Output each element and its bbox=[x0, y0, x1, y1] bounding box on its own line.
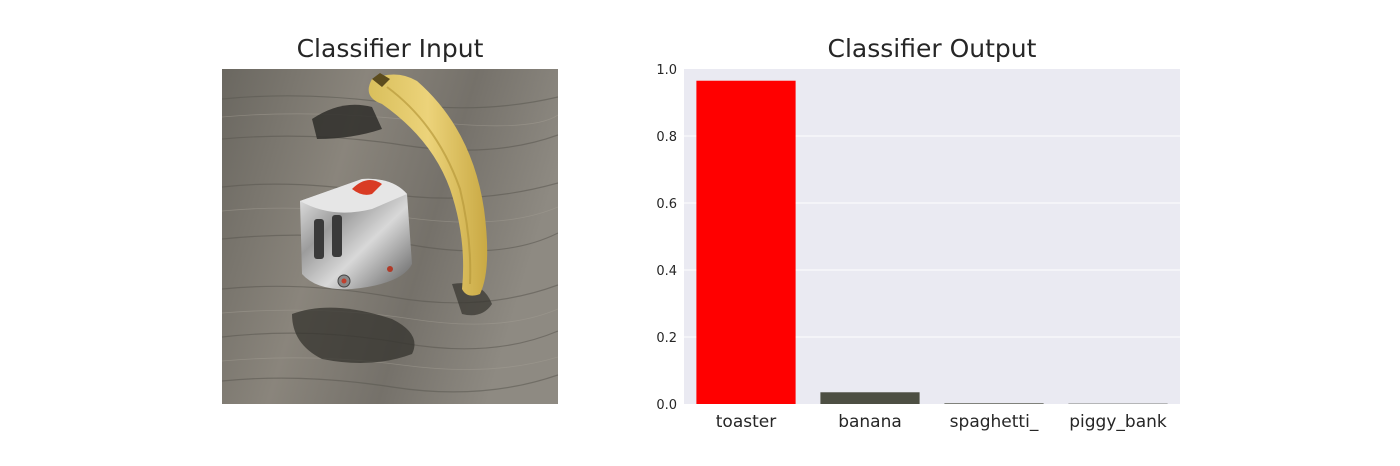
y-tick-label: 0.8 bbox=[656, 130, 677, 145]
y-tick-label: 0.4 bbox=[656, 264, 677, 279]
y-tick-label: 0.0 bbox=[656, 398, 677, 413]
x-tick-label: piggy_bank bbox=[1069, 412, 1167, 432]
y-tick-label: 0.6 bbox=[656, 197, 677, 212]
y-tick-label: 0.2 bbox=[656, 331, 677, 346]
input-panel-title: Classifier Input bbox=[296, 34, 484, 63]
x-tick-label: toaster bbox=[716, 412, 776, 432]
bar-banana bbox=[820, 392, 920, 404]
x-tick-label: spaghetti_ bbox=[950, 412, 1039, 432]
bar-toaster bbox=[696, 80, 796, 404]
classifier-input-image bbox=[222, 69, 558, 404]
y-tick-label: 1.0 bbox=[656, 63, 677, 78]
output-chart-title: Classifier Output bbox=[827, 34, 1037, 63]
x-tick-label: banana bbox=[838, 412, 902, 432]
bar-spaghetti bbox=[944, 403, 1044, 404]
